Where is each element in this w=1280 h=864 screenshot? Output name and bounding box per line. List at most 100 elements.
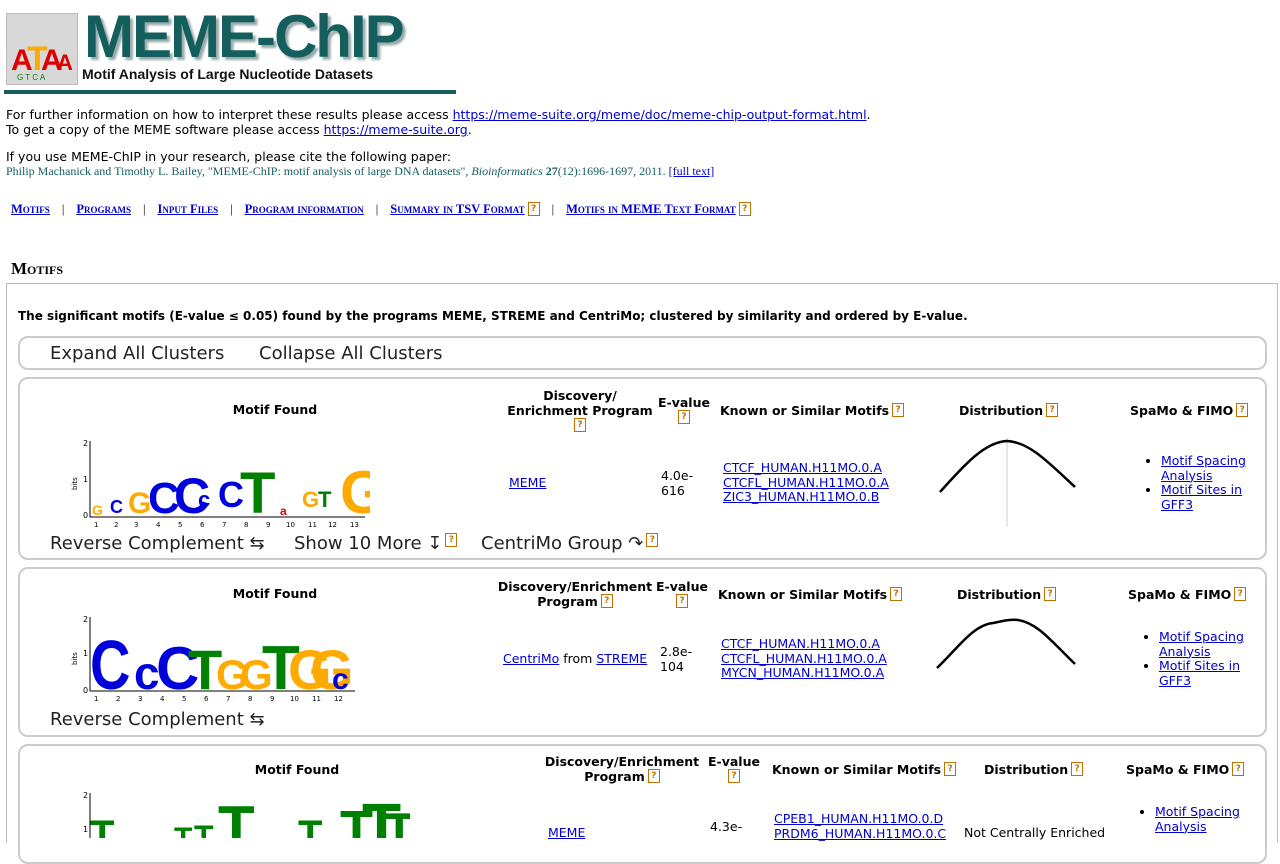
svg-text:T: T [318, 487, 332, 512]
output-format-link[interactable]: https://meme-suite.org/meme/doc/meme-chi… [452, 107, 867, 122]
known-motif-link[interactable]: CPEB1_HUMAN.H11MO.0.D [774, 811, 944, 826]
nav-program-information[interactable]: Program information [244, 202, 364, 216]
motif-logo-2: 2 1 0 bits C c C T G G T G G c 1 2 3 4 5… [71, 615, 355, 704]
svg-text:c: c [198, 487, 210, 512]
program-meme-link[interactable]: MEME [509, 475, 547, 490]
page-subtitle: Motif Analysis of Large Nucleotide Datas… [82, 66, 374, 82]
section-title: Motifs [11, 259, 64, 278]
known-motif-link[interactable]: CTCF_HUMAN.H11MO.0.A [721, 636, 880, 651]
cluster-1: Motif Found Discovery/ Enrichment Progra… [18, 377, 1267, 560]
fimo-link[interactable]: Motif Sites in GFF3 [1161, 482, 1243, 512]
nav-separator: | [551, 202, 555, 216]
spamo-header: SpaMo & FIMO? [1130, 403, 1250, 418]
svg-text:c: c [134, 647, 160, 699]
logo-axis-bottom: 0 [83, 686, 88, 695]
help-icon[interactable]: ? [646, 533, 659, 547]
logo-position: 11 [308, 521, 317, 529]
help-icon[interactable]: ? [944, 762, 957, 776]
logo-position: 2 [114, 521, 118, 529]
logo-position: 10 [290, 695, 299, 703]
known-motif-link[interactable]: CTCFL_HUMAN.H11MO.0.A [721, 650, 887, 666]
logo-position: 6 [200, 521, 205, 529]
program-streme-link[interactable]: STREME [596, 651, 648, 666]
logo-position: 10 [286, 521, 295, 529]
help-icon[interactable]: ? [678, 410, 690, 424]
logo-position: 5 [178, 521, 182, 529]
logo-axis-label: bits [71, 652, 79, 665]
meme-suite-link[interactable]: https://meme-suite.org [323, 122, 468, 137]
logo-axis-bottom: 0 [83, 511, 88, 520]
distribution-header-label: Distribution [957, 587, 1042, 602]
help-icon[interactable]: ? [728, 769, 740, 783]
known-motif-link[interactable]: PRDM6_HUMAN.H11MO.0.C [774, 825, 947, 841]
reverse-complement-button[interactable]: Reverse Complement ⇆ [50, 709, 265, 730]
spamo-cell: Motif Spacing Analysis Motif Sites in GF… [1143, 629, 1265, 688]
help-icon[interactable]: ? [1234, 587, 1247, 601]
help-icon[interactable]: ? [892, 403, 905, 417]
logo-position: 12 [328, 521, 337, 529]
full-text-link[interactable]: [full text] [668, 164, 715, 178]
expand-all-button[interactable]: Expand All Clusters [50, 343, 225, 364]
help-icon[interactable]: ? [676, 594, 688, 608]
help-icon[interactable]: ? [445, 533, 458, 547]
logo-position: 7 [226, 695, 230, 703]
info-text: . [467, 122, 472, 137]
reverse-complement-button[interactable]: Reverse Complement ⇆ [50, 533, 265, 554]
logo-position: 12 [334, 695, 343, 703]
spamo-cell: Motif Spacing Analysis Motif Sites in GF… [1145, 453, 1265, 512]
help-icon[interactable]: ? [1071, 762, 1084, 776]
logo-axis-top: 2 [83, 615, 88, 624]
logo-position: 4 [160, 695, 165, 703]
nav-motifs-meme-text[interactable]: Motifs in MEME Text Format [566, 202, 736, 216]
nav-programs[interactable]: Programs [76, 202, 131, 216]
help-icon[interactable]: ? [574, 418, 586, 432]
page-title: MEME-ChIP [84, 3, 405, 70]
centrimo-group-button[interactable]: CentriMo Group ↷? [481, 533, 659, 554]
distribution-plot-2 [936, 618, 1076, 669]
collapse-all-button[interactable]: Collapse All Clusters [259, 343, 443, 364]
help-icon[interactable]: ? [600, 594, 613, 608]
logo-position: 3 [134, 521, 138, 529]
spamo-header-label: SpaMo & FIMO [1126, 762, 1230, 777]
known-motifs-header-label: Known or Similar Motifs [720, 403, 890, 418]
spamo-link[interactable]: Motif Spacing Analysis [1159, 629, 1244, 659]
program-meme-link[interactable]: MEME [548, 825, 586, 840]
help-icon[interactable]: ? [527, 202, 540, 216]
help-icon[interactable]: ? [738, 202, 751, 216]
spamo-link[interactable]: Motif Spacing Analysis [1155, 804, 1240, 834]
known-motif-link[interactable]: MYCN_HUMAN.H11MO.0.A [721, 665, 885, 680]
help-icon[interactable]: ? [890, 587, 903, 601]
known-motif-link[interactable]: CTCF_HUMAN.H11MO.0.A [723, 460, 882, 475]
cluster-2: Motif Found Discovery/Enrichment Program… [18, 567, 1267, 737]
show-more-button[interactable]: Show 10 More ↧? [294, 533, 458, 554]
logo-position: 4 [156, 521, 161, 529]
known-motifs-cell: CTCF_HUMAN.H11MO.0.A CTCFL_HUMAN.H11MO.0… [723, 460, 889, 505]
discovery-header: Discovery/ Enrichment Program ? [500, 388, 660, 433]
spamo-header: SpaMo & FIMO? [1128, 587, 1248, 602]
help-icon[interactable]: ? [1232, 762, 1245, 776]
help-icon[interactable]: ? [1236, 403, 1249, 417]
svg-text:T: T [90, 813, 114, 838]
help-icon[interactable]: ? [647, 769, 660, 783]
logo-axis-mid: 1 [83, 649, 88, 658]
known-motif-link[interactable]: ZIC3_HUMAN.H11MO.0.B [723, 489, 880, 504]
help-icon[interactable]: ? [1044, 587, 1057, 601]
logo-axis-top: 2 [83, 439, 88, 448]
logo-axis-mid: 1 [83, 825, 88, 834]
svg-text:C: C [218, 474, 244, 515]
fimo-link[interactable]: Motif Sites in GFF3 [1159, 658, 1241, 688]
nav-summary-tsv[interactable]: Summary in TSV Format [390, 202, 525, 216]
nav-input-files[interactable]: Input Files [157, 202, 219, 216]
logo-position: 1 [94, 695, 98, 703]
nav-motifs[interactable]: Motifs [11, 202, 50, 216]
spamo-link[interactable]: Motif Spacing Analysis [1161, 453, 1246, 483]
known-motif-link[interactable]: CTCFL_HUMAN.H11MO.0.A [723, 474, 889, 490]
evalue-header-label: E-value [708, 754, 760, 769]
svg-text:G: G [340, 459, 370, 526]
discovery-header-line2: Program [584, 769, 645, 784]
help-icon[interactable]: ? [1046, 403, 1059, 417]
svg-text:T: T [240, 461, 275, 526]
program-centrimo-link[interactable]: CentriMo [503, 651, 560, 666]
svg-text:T: T [188, 638, 222, 701]
evalue-header: E-value? [656, 395, 712, 425]
